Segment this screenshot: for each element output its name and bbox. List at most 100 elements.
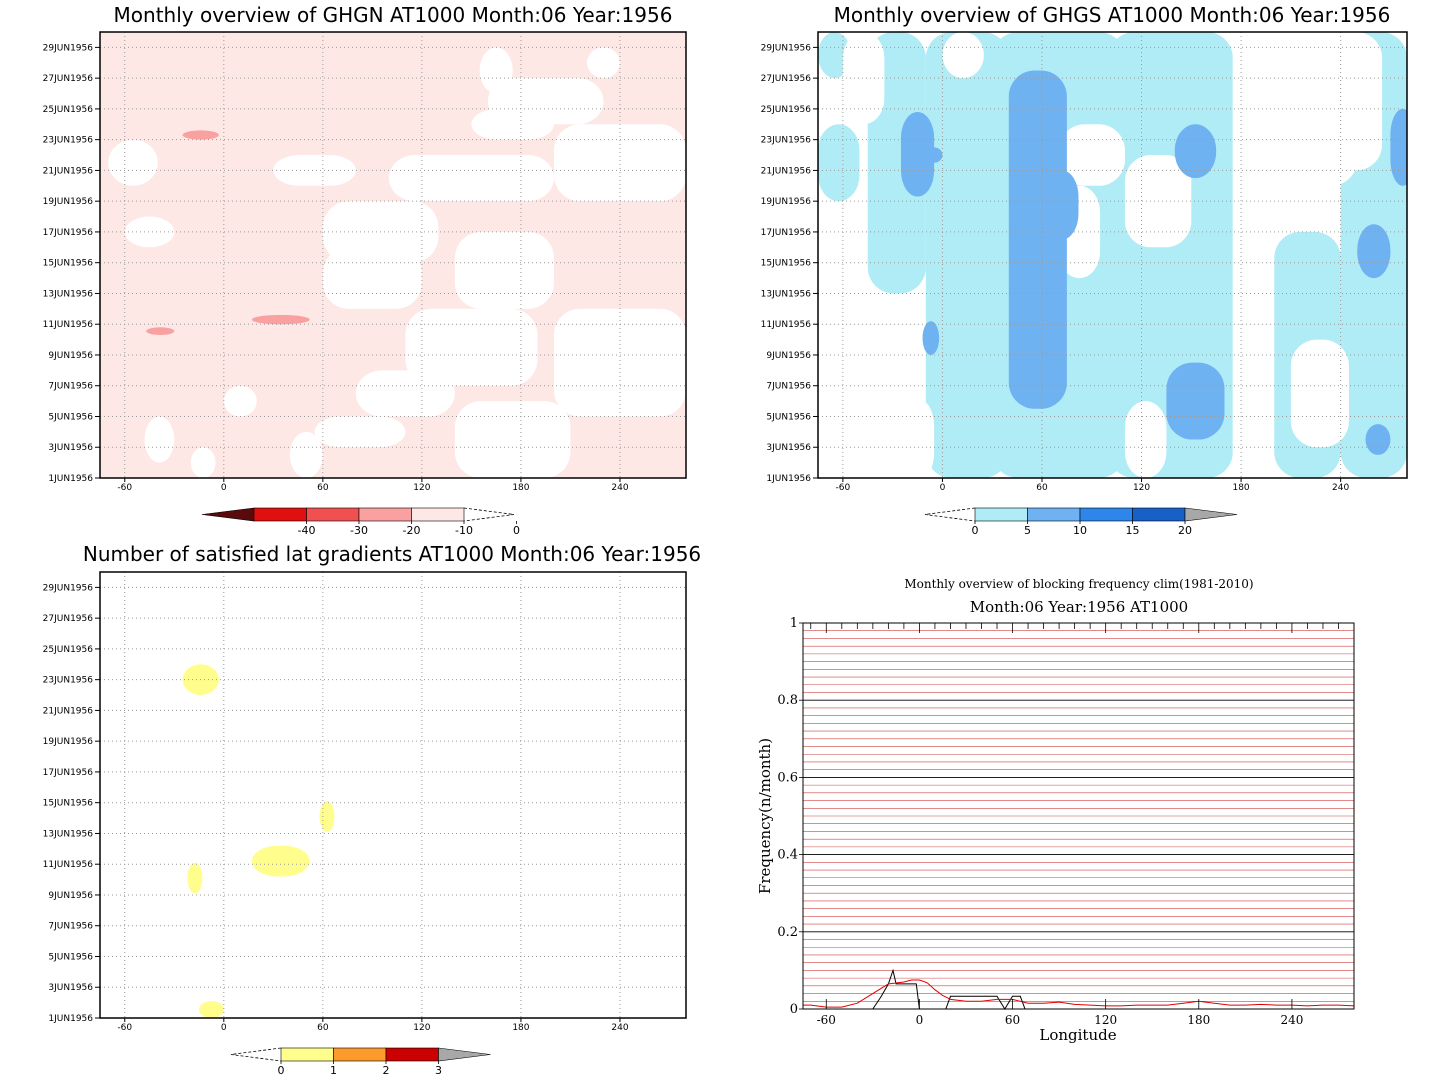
ghgs-y-tick-label: 5JUN1956 [766,412,811,422]
ghgs-y-tick-label: 19JUN1956 [761,197,812,207]
gradients-y-tick-label: 27JUN1956 [43,614,94,624]
ghgn-colorbar-swatch [253,507,307,522]
ghgs-y-tick-label: 3JUN1956 [766,443,811,453]
ghgn-zero-patch [289,431,323,478]
blocking-series [803,968,1355,1010]
gradients-colorbar-right-end [438,1047,491,1062]
ghgn-zero-patch [388,155,554,202]
gradients-y-tick-label: 29JUN1956 [43,583,94,593]
ghgs-colorbar-label: 10 [1073,524,1087,537]
ghgn-y-tick-label: 29JUN1956 [43,43,94,53]
ghgn-frame [99,31,687,479]
ghgs-y-tick-label: 9JUN1956 [766,351,811,361]
ghgn-zero-patch [190,447,216,478]
gradients-colorbar-swatch [333,1047,387,1062]
ghgs-level-region [1390,108,1407,186]
blocking-ylabel: Frequency(n/month) [756,738,774,894]
ghgs-zero-patch [1124,401,1167,478]
ghgs-colorbar-swatch [1027,507,1081,522]
gradients-y-tick-label: 5JUN1956 [48,952,93,962]
ghgs-colorbar: 0 5 10 15 20 [924,507,1238,537]
gradients-colorbar-label: 0 [278,1064,285,1077]
ghgn-zero-patch [454,231,554,309]
ghgn-y-tick-label: 9JUN1956 [48,351,93,361]
ghgs-x-tick-label: -60 [836,483,851,493]
gradients-x-tick-label: 180 [512,1023,529,1033]
blocking-x-tick-label: 120 [1094,1013,1117,1027]
ghgn-zero-patch [273,155,356,186]
ghgs-zero-patch [1290,62,1358,186]
gradients-y-tick-label: 17JUN1956 [43,768,94,778]
blocking-x-tick-label: 180 [1187,1013,1210,1027]
ghgn-colorbar-label: -10 [455,524,473,537]
ghgs-y-tick-label: 29JUN1956 [761,43,812,53]
ghgs-level-region [1166,362,1225,440]
gradients-y-ticks: 1JUN1956 3JUN1956 5JUN1956 7JUN1956 9JUN1956… [43,583,100,1024]
blocking-y-ticks: 0 0.2 0.4 0.6 0.8 1 [777,616,803,1017]
gradients-y-tick-label: 9JUN1956 [48,891,93,901]
panel-blocking: Monthly overview of blocking frequency c… [756,577,1355,1044]
ghgn-zero-patch [479,47,513,94]
gradients-colorbar-left-end [230,1047,282,1062]
gradients-colorbar-label: 2 [383,1064,390,1077]
ghgn-x-tick-label: 180 [512,483,529,493]
ghgs-level-region [1008,70,1067,409]
ghgs-zero-patch [842,32,885,125]
ghgs-zero-patch [818,308,893,478]
ghgn-x-tick-label: 0 [221,483,227,493]
ghgn-level-region [182,130,219,140]
ghgn-y-tick-label: 25JUN1956 [43,105,94,115]
ghgn-x-ticks: -60 0 60 120 180 240 [117,478,629,493]
gradients-y-tick-label: 7JUN1956 [48,922,93,932]
ghgn-zero-patch [322,247,422,309]
ghgn-x-tick-label: 120 [413,483,430,493]
gradients-field [182,664,335,1018]
gradients-colorbar-swatch [385,1047,439,1062]
blocking-title: Monthly overview of blocking frequency c… [904,577,1253,591]
ghgs-zero-patch [909,401,935,478]
gradients-y-tick-label: 19JUN1956 [43,737,94,747]
gradients-y-tick-label: 13JUN1956 [43,829,94,839]
blocking-x-tick-label: 0 [916,1013,924,1027]
gradients-y-tick-label: 21JUN1956 [43,706,94,716]
ghgs-title: Monthly overview of GHGS AT1000 Month:06… [834,3,1391,27]
ghgn-y-tick-label: 27JUN1956 [43,74,94,84]
ghgs-y-tick-label: 17JUN1956 [761,228,812,238]
ghgn-colorbar-label: -40 [298,524,316,537]
ghgs-x-tick-label: 180 [1232,483,1249,493]
ghgs-level-region [900,111,935,197]
gradients-x-tick-label: 0 [221,1023,227,1033]
gradients-x-tick-label: -60 [117,1023,132,1033]
ghgn-y-tick-label: 13JUN1956 [43,289,94,299]
ghgn-y-tick-label: 23JUN1956 [43,136,94,146]
ghgs-y-tick-label: 13JUN1956 [761,289,812,299]
gradients-y-tick-label: 1JUN1956 [48,1014,93,1024]
ghgs-x-tick-label: 240 [1332,483,1349,493]
ghgs-y-tick-label: 21JUN1956 [761,166,812,176]
gradients-level-region [199,1001,224,1018]
panel-gradients: Number of satisfied lat gradients AT1000… [43,542,701,1077]
panel-ghgn: Monthly overview of GHGN AT1000 Month:06… [43,3,687,537]
ghgs-y-tick-label: 7JUN1956 [766,382,811,392]
blocking-series-red-line [803,979,1355,1008]
ghgn-field [100,32,686,478]
ghgn-colorbar-swatch [306,507,360,522]
ghgs-field [818,32,1407,478]
ghgn-x-tick-label: 60 [317,483,329,493]
ghgn-zero-patch [586,47,620,79]
ghgn-colorbar-swatch [358,507,412,522]
ghgn-y-tick-label: 11JUN1956 [43,320,94,330]
ghgn-y-tick-label: 17JUN1956 [43,228,94,238]
ghgs-y-tick-label: 25JUN1956 [761,105,812,115]
gradients-x-tick-label: 240 [611,1023,628,1033]
ghgn-zero-patch [223,385,257,417]
panel-ghgs: Monthly overview of GHGS AT1000 Month:06… [761,3,1408,537]
ghgn-zero-patch [553,124,686,202]
ghgs-colorbar-swatch [1079,507,1133,522]
ghgs-colorbar-label: 20 [1178,524,1192,537]
ghgs-colorbar-swatch [974,507,1028,522]
ghgn-zero-patch [553,308,686,417]
ghgn-zero-patch [314,416,406,448]
blocking-y-tick-label: 0.4 [777,848,798,863]
ghgs-y-tick-label: 23JUN1956 [761,136,812,146]
